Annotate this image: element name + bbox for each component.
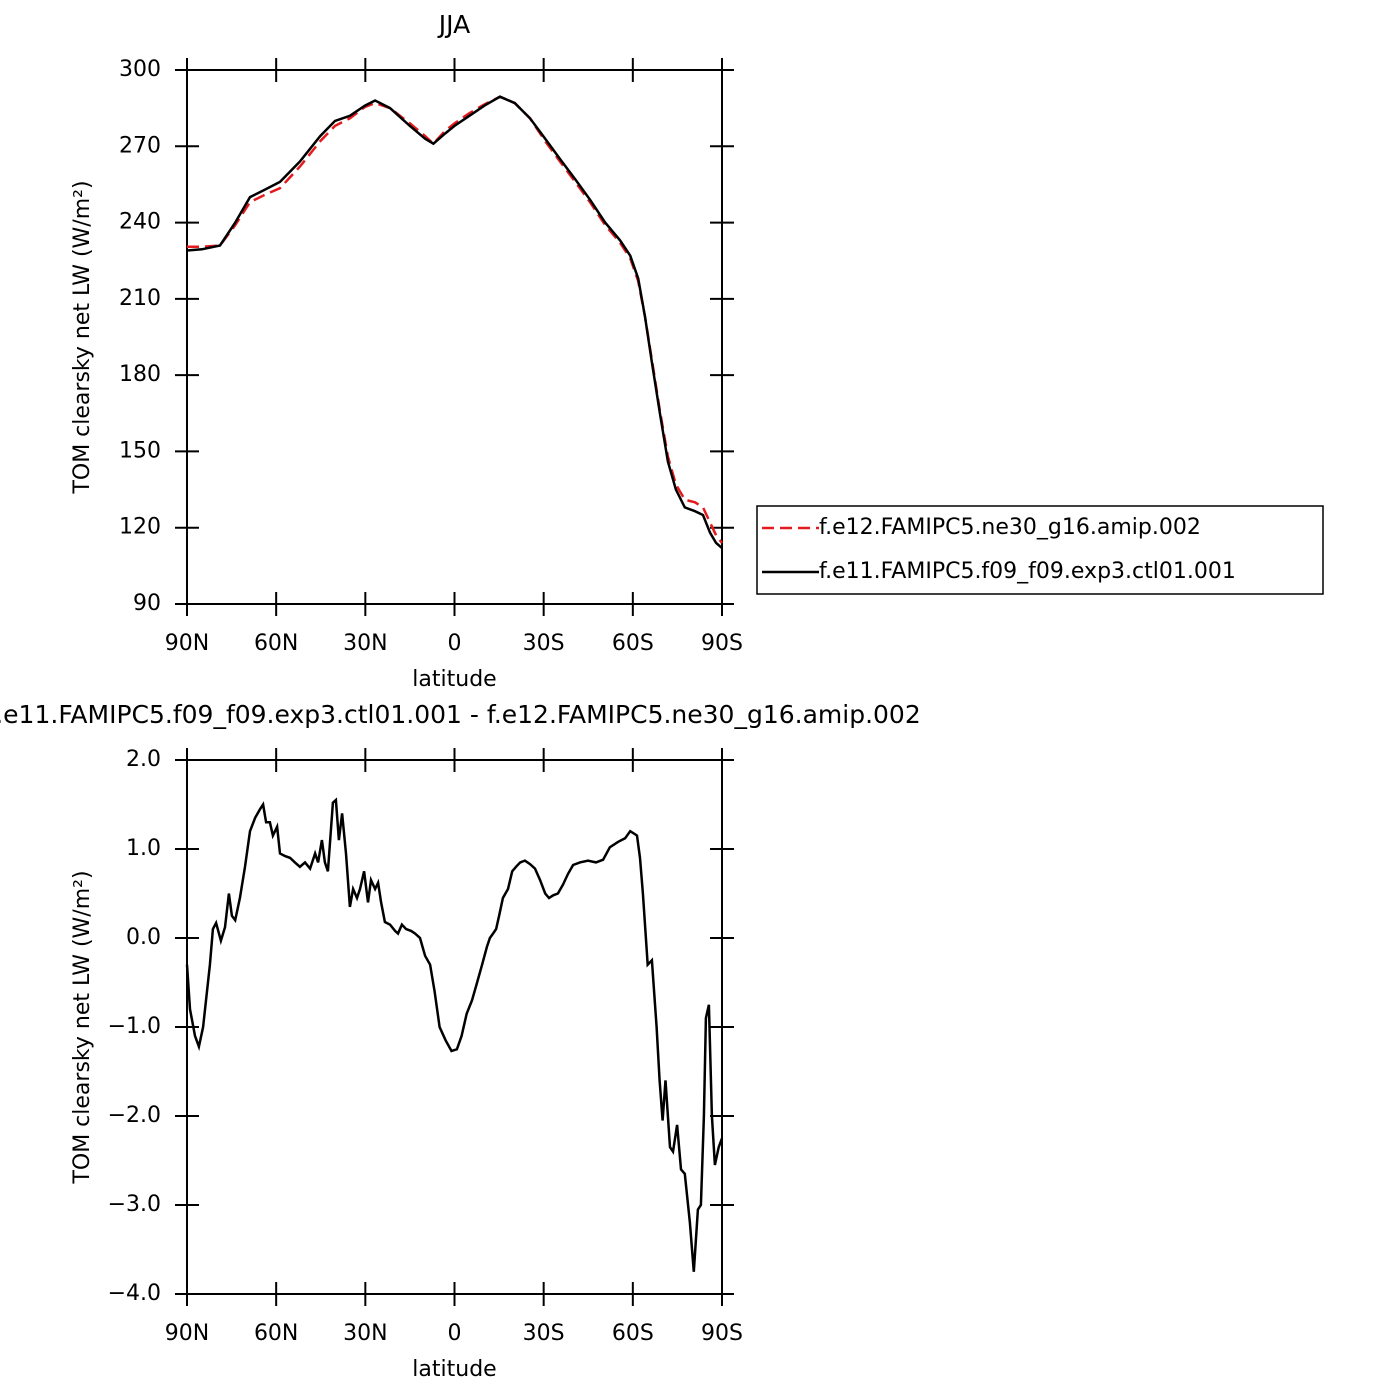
x-tick-label: 30N	[343, 1321, 387, 1346]
y-tick-label: −1.0	[108, 1014, 161, 1039]
x-tick-label: 60S	[612, 1321, 654, 1346]
y-tick-label: 150	[119, 438, 161, 463]
y-tick-label: 300	[119, 57, 161, 82]
x-tick-label: 30N	[343, 631, 387, 656]
x-tick-label: 30S	[523, 1321, 565, 1346]
plot-frame	[186, 759, 723, 1295]
chart-title: f.e11.FAMIPC5.f09_f09.exp3.ctl01.001 - f…	[0, 700, 921, 729]
y-tick-label: 2.0	[126, 747, 161, 772]
y-tick-label: 0.0	[126, 925, 161, 950]
y-tick-label: 270	[119, 133, 161, 158]
x-tick-label: 60S	[612, 631, 654, 656]
x-tick-label: 0	[448, 1321, 462, 1346]
x-axis-label: latitude	[412, 1357, 496, 1382]
x-tick-label: 90N	[165, 631, 209, 656]
y-tick-label: 90	[133, 591, 161, 616]
y-tick-label: 1.0	[126, 836, 161, 861]
y-tick-label: 210	[119, 286, 161, 311]
data-line	[186, 95, 723, 550]
y-axis-label: TOM clearsky net LW (W/m²)	[70, 870, 95, 1184]
data-line	[185, 797, 724, 1272]
y-tick-label: 120	[119, 515, 161, 540]
data-line	[187, 95, 723, 544]
legend-label: f.e12.FAMIPC5.ne30_g16.amip.002	[819, 515, 1201, 540]
y-tick-label: −2.0	[108, 1103, 161, 1128]
x-tick-label: 60N	[254, 631, 298, 656]
x-tick-label: 0	[448, 631, 462, 656]
y-tick-label: 240	[119, 210, 161, 235]
x-axis-label: latitude	[412, 667, 496, 692]
chart-title: JJA	[437, 10, 470, 39]
x-tick-label: 90N	[165, 1321, 209, 1346]
y-axis-label: TOM clearsky net LW (W/m²)	[70, 180, 95, 494]
legend-frame	[756, 505, 1324, 595]
legend-label: f.e11.FAMIPC5.f09_f09.exp3.ctl01.001	[819, 559, 1236, 584]
x-tick-label: 90S	[701, 631, 743, 656]
plot-frame	[186, 69, 723, 605]
y-tick-label: 180	[119, 362, 161, 387]
x-tick-label: 30S	[523, 631, 565, 656]
x-tick-label: 90S	[701, 1321, 743, 1346]
y-tick-label: −4.0	[108, 1281, 161, 1306]
y-tick-label: −3.0	[108, 1192, 161, 1217]
x-tick-label: 60N	[254, 1321, 298, 1346]
